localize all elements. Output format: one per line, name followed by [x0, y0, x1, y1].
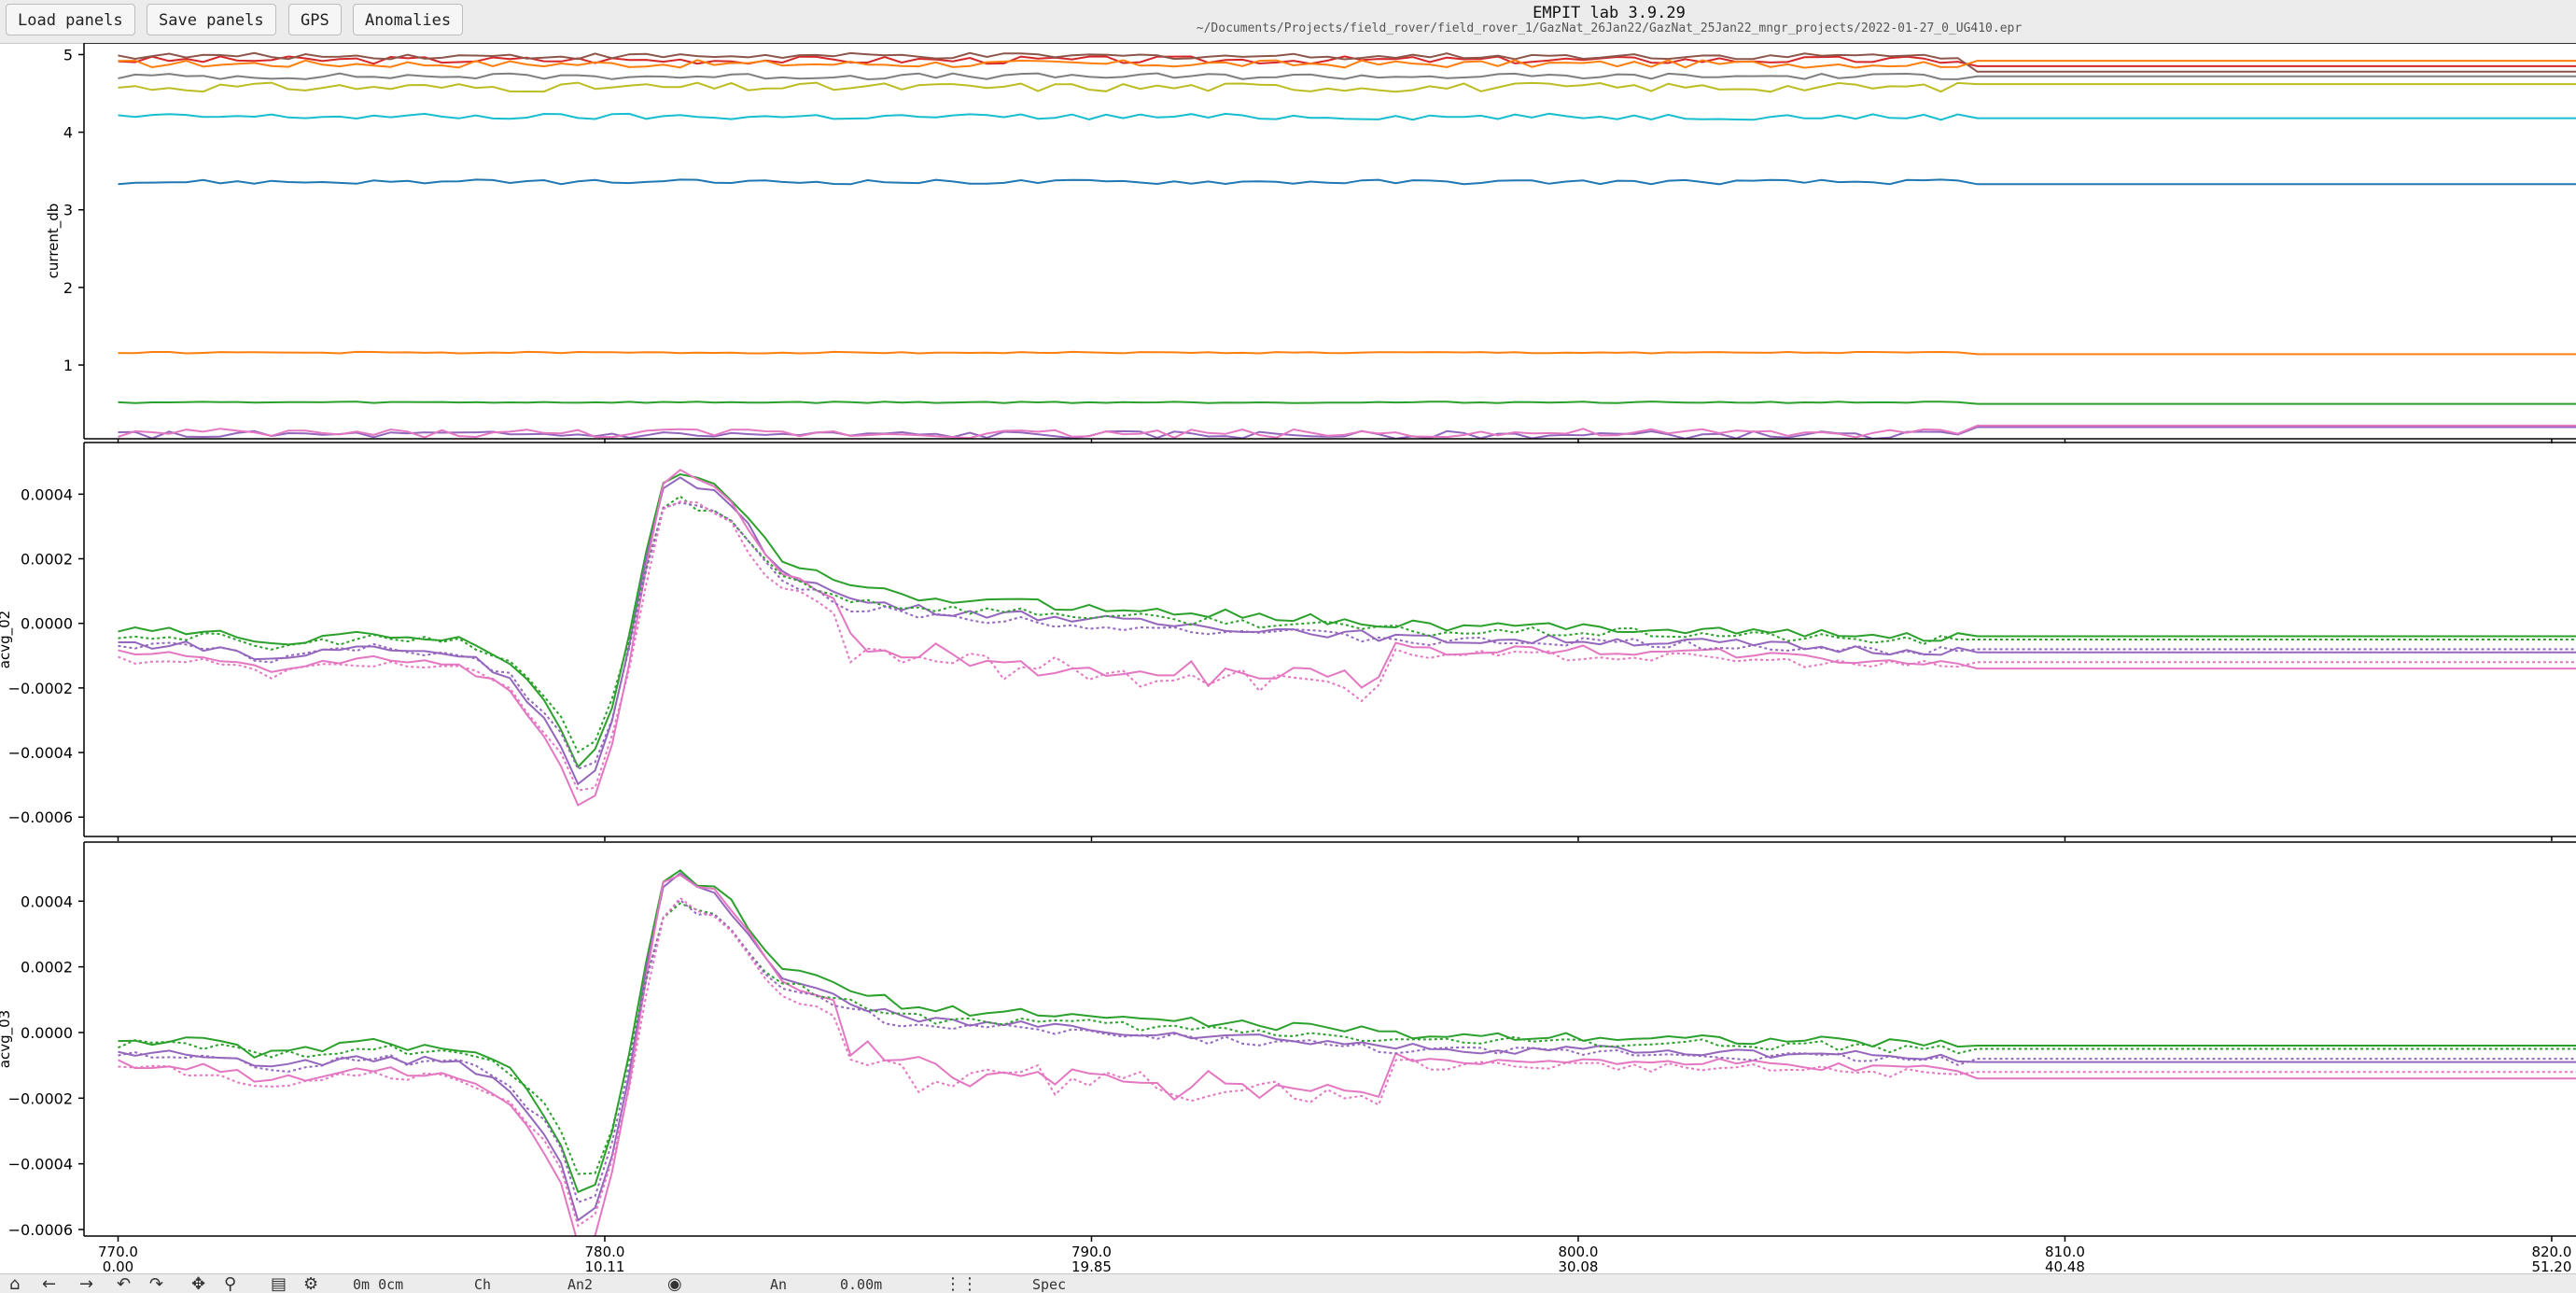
- back-arrow-icon[interactable]: ←: [42, 1276, 56, 1293]
- x-tick-sublabel: 0.00: [103, 1258, 133, 1273]
- series-line: [119, 352, 2576, 355]
- plot-area[interactable]: 1 2 3 4 5 current_db −0.0006 −0.0004 −0.0002 0.0…: [0, 43, 2576, 1273]
- y-tick-label: 0.0004: [21, 485, 73, 503]
- y-tick-label: −0.0002: [8, 680, 73, 697]
- back-arrow-icon[interactable]: ↶: [117, 1276, 131, 1293]
- x-tick-sublabel: 40.48: [2045, 1258, 2085, 1273]
- series-line: [119, 179, 2576, 184]
- y-axis-label: acvg_03: [0, 1010, 14, 1068]
- channel-label: Ch: [474, 1276, 491, 1293]
- pan-icon[interactable]: ✥: [191, 1276, 205, 1293]
- series-line: [119, 401, 2576, 404]
- series-line: [119, 497, 2576, 752]
- series-line: [119, 83, 2576, 92]
- y-tick-label: 4: [63, 124, 73, 142]
- y-tick-label: −0.0006: [8, 1221, 73, 1239]
- y-tick-label: 5: [63, 46, 73, 63]
- x-tick-sublabel: 51.20: [2531, 1258, 2571, 1273]
- forward-arrow-icon[interactable]: →: [79, 1276, 93, 1293]
- y-tick-label: 0.0002: [21, 959, 73, 977]
- y-tick-label: 0.0002: [21, 551, 73, 569]
- distance-readout: 0m 0cm: [353, 1276, 403, 1293]
- y-tick-label: 0.0004: [21, 892, 73, 910]
- series-line: [119, 870, 2576, 1192]
- an2-label: An2: [567, 1276, 593, 1293]
- zoom-icon[interactable]: ⚲: [224, 1276, 236, 1293]
- y-tick-label: 3: [63, 202, 73, 219]
- home-icon[interactable]: ⌂: [9, 1276, 20, 1293]
- x-tick-sublabel: 10.11: [585, 1258, 625, 1273]
- y-tick-label: −0.0002: [8, 1089, 73, 1107]
- settings-icon[interactable]: ⚙: [303, 1276, 318, 1293]
- forward-arrow-icon[interactable]: ↷: [149, 1276, 163, 1293]
- y-axis-label: acvg_02: [0, 611, 14, 668]
- panel-acvg-02[interactable]: −0.0006 −0.0004 −0.0002 0.0000 0.0002 0.0004 a…: [0, 443, 2576, 841]
- spec-label: Spec: [1032, 1276, 1066, 1293]
- y-tick-label: 2: [63, 279, 73, 297]
- panel-current-db[interactable]: 1 2 3 4 5 current_db: [45, 43, 2576, 443]
- save-icon[interactable]: ▤: [271, 1276, 287, 1293]
- y-tick-label: 0.0000: [21, 1024, 73, 1042]
- y-tick-label: 1: [63, 357, 73, 374]
- app-title: EMPIT lab 3.9.29: [0, 4, 2576, 22]
- top-toolbar: Load panels Save panels GPS Anomalies EM…: [0, 0, 2576, 44]
- series-line: [119, 53, 2576, 72]
- y-tick-label: 0.0000: [21, 615, 73, 633]
- series-line: [119, 900, 2576, 1202]
- series-line: [119, 474, 2576, 767]
- file-path: ~/Documents/Projects/field_rover/field_r…: [0, 21, 2576, 35]
- y-axis-label: current_db: [45, 204, 63, 279]
- series-line: [119, 904, 2576, 1174]
- grid-icon[interactable]: ⋮⋮: [945, 1276, 978, 1293]
- panel-acvg-03[interactable]: −0.0006 −0.0004 −0.0002 0.0000 0.0002 0.0004 a…: [0, 842, 2576, 1244]
- y-tick-label: −0.0006: [8, 808, 73, 826]
- y-tick-label: −0.0004: [8, 1156, 73, 1174]
- series-line: [119, 501, 2576, 791]
- x-tick-sublabel: 19.85: [1071, 1258, 1112, 1273]
- series-line: [119, 114, 2576, 120]
- series-line: [119, 477, 2576, 783]
- x-axis: 770.00.00780.010.11790.019.85800.030.088…: [98, 1236, 2571, 1273]
- an-label: An: [770, 1276, 787, 1293]
- series-line: [119, 428, 2576, 439]
- y-tick-label: −0.0004: [8, 744, 73, 762]
- series-line: [119, 470, 2576, 805]
- x-tick-sublabel: 30.08: [1558, 1258, 1598, 1273]
- series-line: [119, 74, 2576, 80]
- bottom-toolbar: ⌂ ← → ↶ ↷ ✥ ⚲ ▤ ⚙ 0m 0cm Ch An2 ◉ An 0.0…: [0, 1273, 2576, 1293]
- value-readout: 0.00m: [840, 1276, 882, 1293]
- camera-icon[interactable]: ◉: [667, 1276, 682, 1293]
